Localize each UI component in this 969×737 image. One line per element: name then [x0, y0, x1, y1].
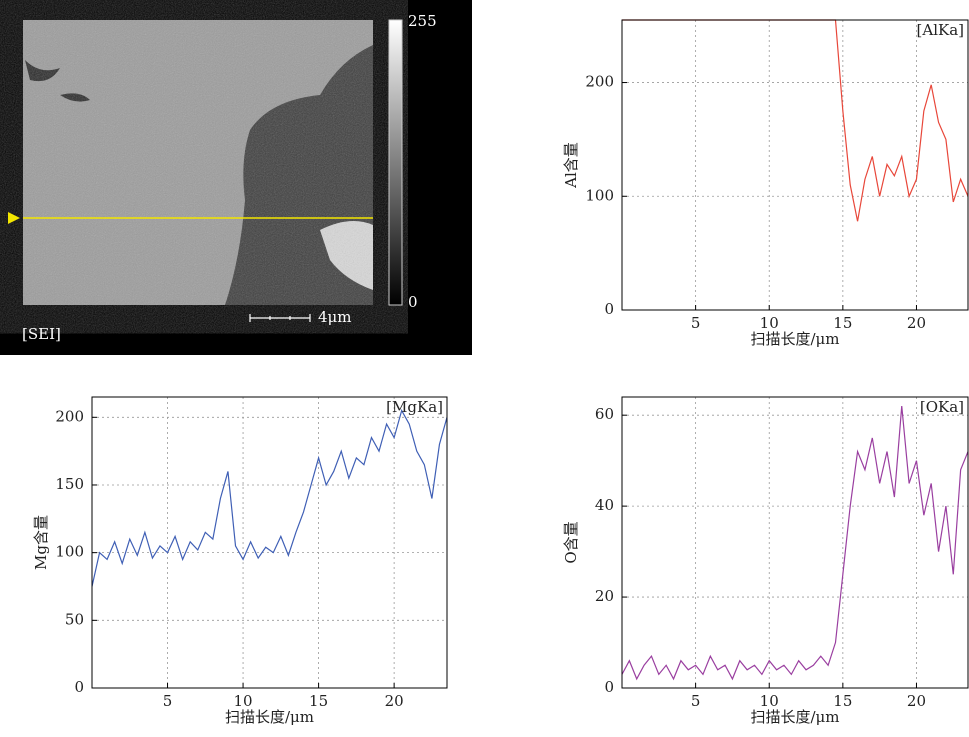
- x-tick-label: 15: [833, 692, 852, 710]
- y-tick-label: 150: [55, 475, 84, 493]
- colorbar-max: 255: [408, 12, 437, 30]
- sem-label: [SEI]: [22, 325, 61, 343]
- y-tick-label: 50: [65, 610, 84, 628]
- line-chart: 0 100 200 5 10 15 20 扫描长度/μm Al含量 [AlKa]: [562, 19, 969, 348]
- y-tick-label: 20: [595, 587, 614, 605]
- sem-texture: [23, 20, 373, 305]
- data-line: [92, 408, 447, 587]
- x-tick-label: 20: [907, 692, 926, 710]
- x-tick-label: 20: [907, 314, 926, 332]
- legend-label: [MgKa]: [386, 398, 443, 416]
- y-tick-label: 100: [55, 543, 84, 561]
- plot-frame: [621, 396, 969, 689]
- y-axis-label: Mg含量: [32, 515, 50, 570]
- y-tick-label: 0: [604, 678, 614, 696]
- x-tick-label: 10: [760, 692, 779, 710]
- data-line: [622, 406, 968, 681]
- scale-bar-label: 4μm: [318, 308, 352, 326]
- x-axis-label: 扫描长度/μm: [225, 708, 314, 726]
- x-tick-label: 10: [234, 692, 253, 710]
- y-tick-label: 40: [595, 496, 614, 514]
- y-tick-label: 200: [585, 73, 614, 91]
- line-chart: 0 20 40 60 5 10 15 20 扫描长度/μm O含量 [OKa]: [562, 396, 969, 726]
- x-tick-label: 15: [833, 314, 852, 332]
- x-tick-label: 10: [760, 314, 779, 332]
- x-tick-label: 5: [691, 692, 701, 710]
- y-axis-label: O含量: [562, 521, 580, 563]
- y-tick-label: 0: [604, 300, 614, 318]
- line-chart: 0 50 100 150 200 5 10 15 20 扫描长度/μm Mg含量 [MgKa]: [32, 396, 448, 726]
- y-tick-label: 100: [585, 186, 614, 204]
- y-tick-label: 0: [74, 678, 84, 696]
- legend-label: [AlKa]: [917, 21, 964, 39]
- x-tick-label: 20: [385, 692, 404, 710]
- colorbar-min: 0: [408, 293, 418, 311]
- x-tick-label: 15: [309, 692, 328, 710]
- x-axis-label: 扫描长度/μm: [750, 708, 839, 726]
- x-axis-label: 扫描长度/μm: [750, 330, 839, 348]
- x-tick-label: 5: [163, 692, 173, 710]
- plot-frame: [621, 19, 969, 311]
- sem-panel: 255 0 4μm [SEI]: [0, 0, 472, 355]
- x-tick-label: 5: [691, 314, 701, 332]
- y-axis-label: Al含量: [562, 142, 580, 189]
- plot-frame: [91, 396, 448, 689]
- scan-marker: [8, 212, 20, 224]
- colorbar: [388, 19, 403, 306]
- legend-label: [OKa]: [920, 398, 964, 416]
- scale-bar: [249, 314, 311, 322]
- y-tick-label: 200: [55, 407, 84, 425]
- y-tick-label: 60: [595, 405, 614, 423]
